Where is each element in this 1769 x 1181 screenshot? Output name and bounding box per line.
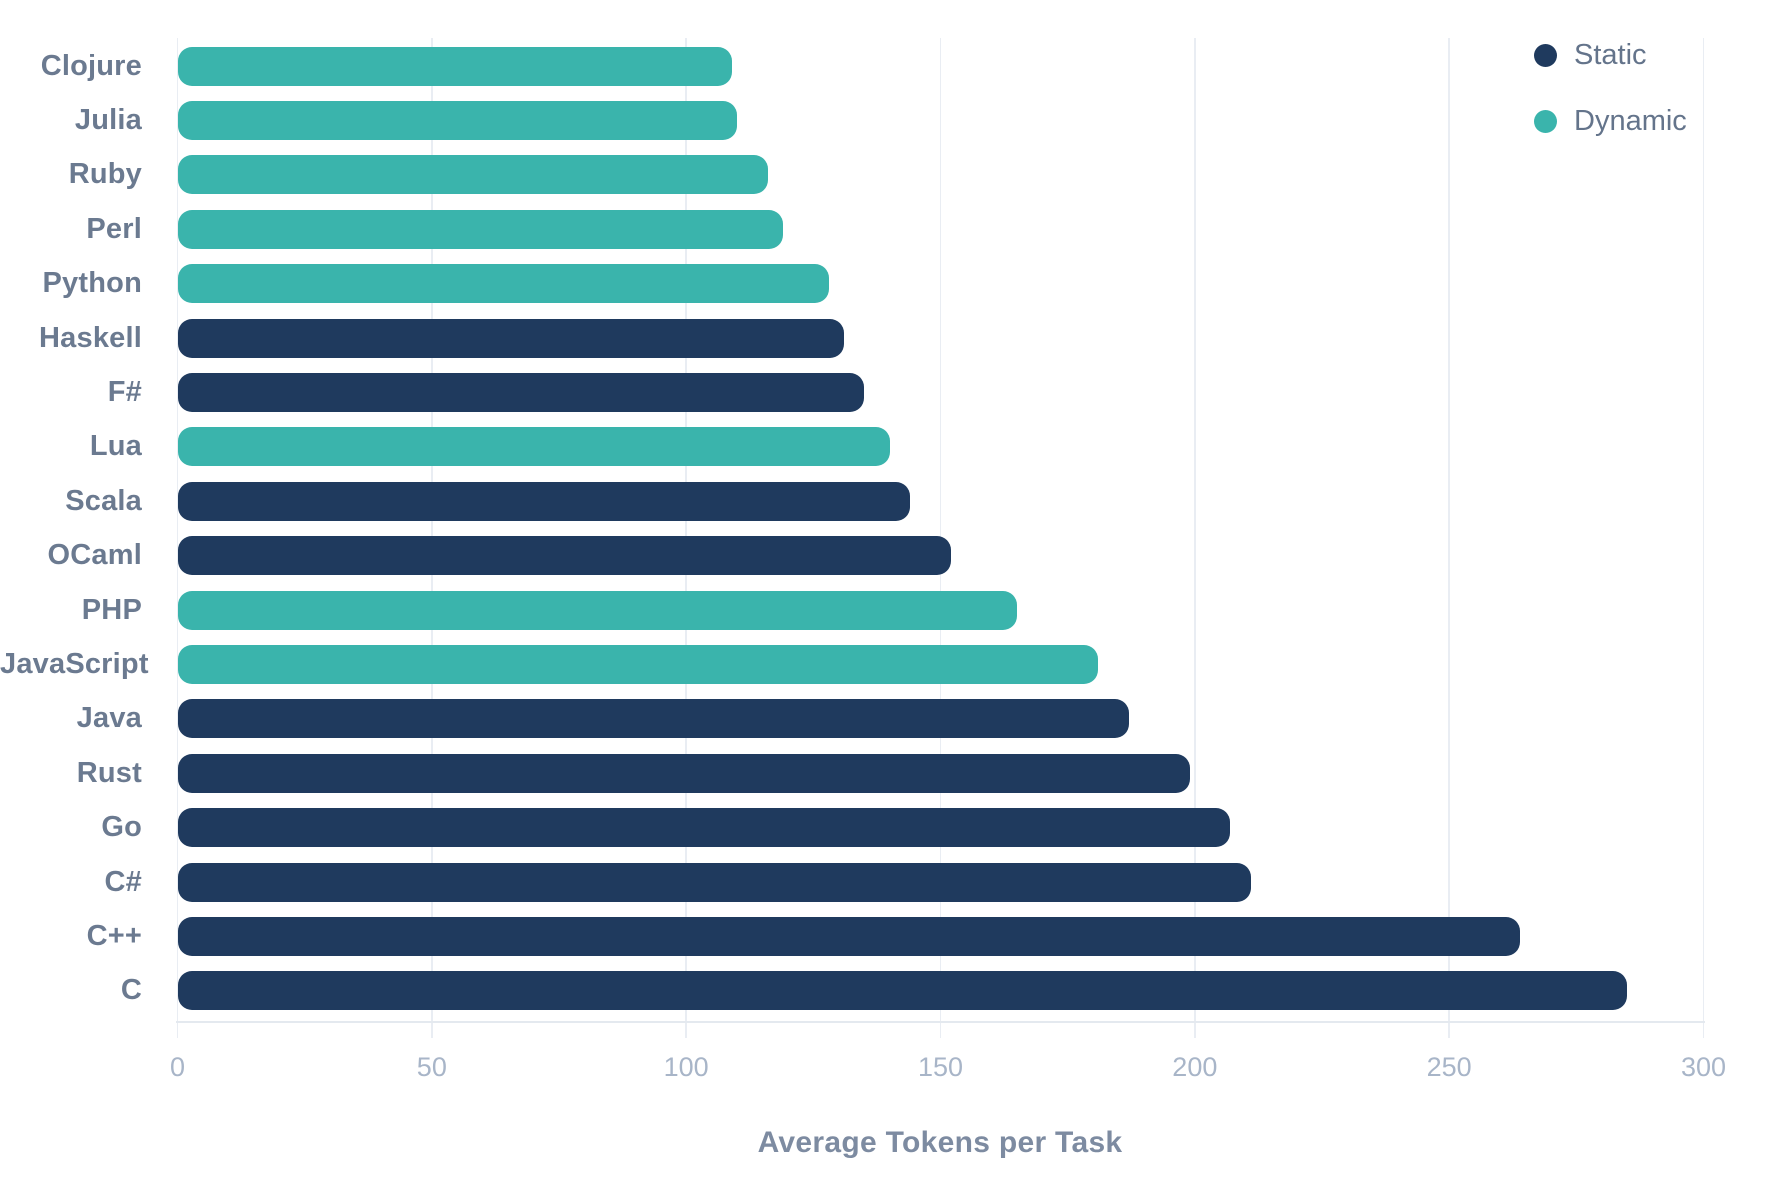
category-label: F# (107, 375, 142, 408)
bar-lua (177, 427, 890, 467)
bar-rust (177, 753, 1190, 793)
category-label: Julia (74, 103, 142, 136)
bar-perl (177, 209, 783, 249)
legend-item-static[interactable]: Static (1534, 38, 1647, 71)
bar-f (177, 372, 865, 412)
legend-label-static: Static (1574, 38, 1647, 71)
bar-ocaml (177, 536, 951, 576)
category-label: C# (104, 865, 142, 898)
legend-dot-dynamic-icon (1534, 109, 1557, 133)
category-label: Java (76, 702, 142, 735)
gridline (176, 38, 179, 1038)
category-label: Ruby (68, 158, 142, 191)
bar-c (177, 971, 1628, 1011)
gridline (1448, 38, 1450, 1038)
bar-haskell (177, 318, 844, 358)
x-tick-label: 250 (1426, 1052, 1472, 1082)
category-label: Perl (86, 212, 142, 245)
plot-area (177, 0, 1704, 1181)
gridline (1702, 38, 1705, 1038)
bar-scala (177, 481, 910, 521)
gridline (1194, 38, 1196, 1038)
bar-java (177, 699, 1129, 739)
x-axis-title: Average Tokens per Task (757, 1126, 1123, 1159)
legend-item-dynamic[interactable]: Dynamic (1534, 104, 1687, 137)
category-label: PHP (81, 593, 142, 626)
x-tick-label: 0 (169, 1052, 186, 1082)
category-label: Go (101, 811, 142, 844)
legend-dot-static-icon (1534, 43, 1557, 67)
legend-label-dynamic: Dynamic (1574, 104, 1687, 137)
category-label: Lua (89, 430, 142, 463)
bar-c (177, 862, 1251, 902)
category-label: C++ (86, 919, 142, 952)
bar-c (177, 916, 1521, 956)
bar-clojure (177, 46, 732, 86)
x-tick-label: 50 (416, 1052, 447, 1082)
bar-php (177, 590, 1017, 630)
x-tick-label: 150 (917, 1052, 964, 1082)
category-label: JavaScript (0, 647, 149, 680)
category-labels: Clojure Julia Ruby Perl Python Haskell F# Lua Sc… (0, 0, 149, 1181)
category-label: Haskell (39, 321, 142, 354)
x-tick-label: 300 (1680, 1052, 1727, 1082)
x-axis-line (176, 1021, 1705, 1023)
category-label: Python (42, 267, 142, 300)
category-label: Clojure (40, 49, 142, 82)
category-label: OCaml (47, 539, 142, 572)
category-label: Scala (65, 484, 142, 517)
x-tick-label: 200 (1172, 1052, 1218, 1082)
bar-go (177, 808, 1231, 848)
bar-python (177, 264, 829, 304)
bar-ruby (177, 155, 768, 195)
category-label: C (120, 974, 142, 1007)
bar-javascript (177, 644, 1099, 684)
bar-julia (177, 100, 738, 140)
category-label: Rust (76, 756, 142, 789)
x-tick-label: 100 (663, 1052, 709, 1082)
